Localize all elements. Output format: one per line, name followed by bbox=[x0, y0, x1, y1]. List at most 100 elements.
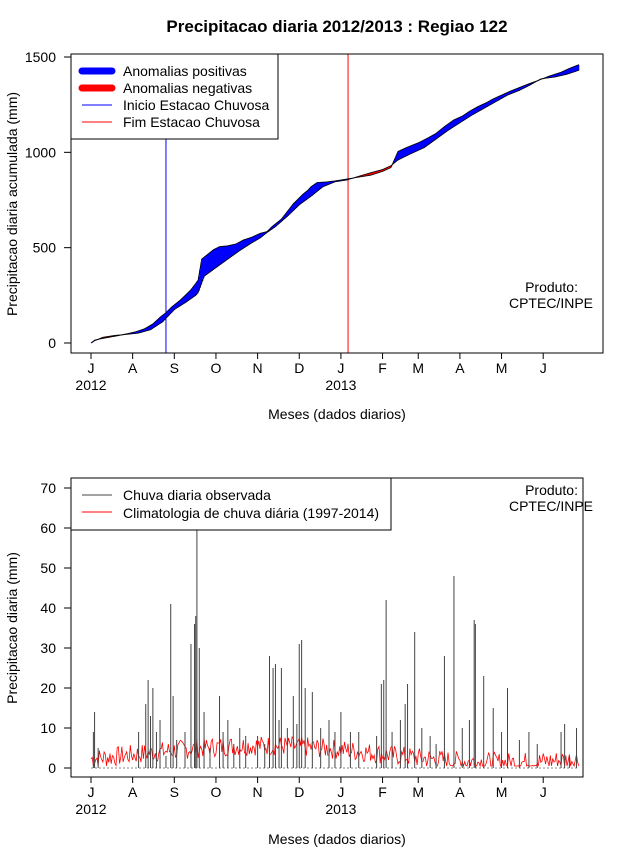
anomaly-segment bbox=[577, 64, 580, 71]
anomaly-segment bbox=[315, 182, 318, 192]
anomaly-segment bbox=[274, 224, 276, 228]
anomaly-segment bbox=[444, 126, 447, 133]
anomaly-segment bbox=[443, 127, 445, 134]
anomaly-segment bbox=[101, 337, 104, 339]
anomaly-segment bbox=[371, 172, 374, 175]
anomaly-segment bbox=[465, 113, 468, 119]
anomaly-segment bbox=[298, 198, 300, 206]
anomaly-segment bbox=[487, 101, 489, 107]
anomaly-segment bbox=[281, 218, 283, 221]
legend-entry-end: Fim Estacao Chuvosa bbox=[123, 114, 260, 130]
anomaly-segment bbox=[137, 330, 139, 334]
anomaly-segment bbox=[449, 122, 451, 130]
anomaly-segment bbox=[546, 76, 549, 79]
x-tick-label: D bbox=[294, 784, 304, 800]
anomaly-segment bbox=[474, 108, 476, 114]
anomaly-segment bbox=[140, 329, 143, 333]
anomaly-segment bbox=[559, 72, 562, 76]
anomaly-segment bbox=[469, 110, 472, 117]
y-tick-label: 50 bbox=[40, 560, 56, 576]
anomaly-segment bbox=[142, 329, 144, 332]
anomaly-segment bbox=[409, 145, 412, 154]
anomaly-segment bbox=[271, 226, 274, 229]
top-y-axis-label: Precipitacao diaria acumulada (mm) bbox=[4, 92, 20, 316]
anomaly-segment bbox=[131, 332, 134, 334]
anomaly-segment bbox=[248, 238, 250, 245]
anomaly-segment bbox=[451, 121, 454, 128]
anomaly-segment bbox=[158, 317, 161, 324]
legend-entry-negative: Anomalias negativas bbox=[123, 80, 252, 96]
anomaly-segment bbox=[514, 89, 517, 93]
anomaly-segment bbox=[256, 234, 258, 240]
anomaly-segment bbox=[494, 98, 496, 103]
anomaly-segment bbox=[330, 181, 332, 184]
anomaly-segment bbox=[152, 323, 155, 328]
anomaly-segment bbox=[475, 107, 477, 113]
anomaly-segment bbox=[513, 89, 516, 93]
anomaly-segment bbox=[269, 228, 272, 231]
anomaly-segment bbox=[227, 245, 230, 259]
anomaly-segment bbox=[177, 301, 180, 307]
anomaly-segment bbox=[384, 168, 387, 171]
anomaly-segment bbox=[255, 235, 257, 241]
observed-rain-bars bbox=[92, 528, 578, 768]
anomaly-segment bbox=[488, 101, 491, 106]
anomaly-segment bbox=[148, 326, 150, 331]
anomaly-segment bbox=[556, 73, 558, 77]
x-tick-label: A bbox=[128, 784, 138, 800]
anomaly-segment bbox=[508, 91, 511, 95]
anomaly-segment bbox=[373, 171, 375, 175]
anomaly-segment bbox=[188, 291, 191, 300]
y-tick-label: 10 bbox=[40, 720, 56, 736]
anomaly-segment bbox=[526, 84, 529, 87]
x-tick-label: S bbox=[170, 784, 179, 800]
anomaly-segment bbox=[481, 104, 483, 110]
anomaly-segment bbox=[313, 184, 316, 194]
anomaly-area bbox=[91, 64, 580, 344]
chart-title: Precipitacao diaria 2012/2013 : Regiao 1… bbox=[166, 17, 507, 36]
anomaly-segment bbox=[239, 241, 242, 251]
anomaly-segment bbox=[509, 91, 512, 94]
top-y-axis: 0 500 1000 1500 bbox=[25, 49, 71, 351]
anomaly-segment bbox=[293, 203, 295, 210]
anomaly-segment bbox=[163, 313, 166, 321]
anomaly-segment bbox=[572, 66, 575, 73]
anomaly-segment bbox=[442, 128, 444, 135]
observed-accumulation-line bbox=[90, 64, 580, 344]
anomaly-segment bbox=[198, 276, 200, 291]
anomaly-segment bbox=[290, 206, 293, 213]
anomaly-segment bbox=[110, 336, 112, 337]
anomaly-segment bbox=[458, 117, 461, 124]
anomaly-segment bbox=[461, 116, 463, 122]
x-tick-label: M bbox=[412, 784, 424, 800]
anomaly-segment bbox=[520, 86, 523, 90]
anomaly-segment bbox=[551, 75, 554, 78]
anomaly-segment bbox=[223, 246, 225, 263]
x-tick-label: A bbox=[455, 360, 465, 376]
anomaly-segment bbox=[162, 314, 164, 322]
anomaly-segment bbox=[470, 110, 473, 116]
product-label: Produto: bbox=[525, 482, 578, 498]
anomaly-segment bbox=[342, 179, 344, 181]
anomaly-segment bbox=[318, 182, 320, 190]
anomaly-segment bbox=[507, 92, 510, 95]
anomaly-segment bbox=[426, 138, 429, 146]
anomaly-segment bbox=[186, 293, 188, 302]
x-tick-label: A bbox=[455, 784, 465, 800]
anomaly-segment bbox=[156, 320, 159, 326]
anomaly-segment bbox=[237, 242, 239, 252]
anomaly-segment bbox=[363, 174, 366, 177]
year-label: 2013 bbox=[325, 801, 356, 817]
anomaly-segment bbox=[417, 143, 419, 151]
anomaly-segment bbox=[251, 236, 254, 243]
anomaly-segment bbox=[173, 305, 175, 311]
year-label: 2012 bbox=[75, 801, 106, 817]
anomaly-segment bbox=[550, 75, 552, 78]
anomaly-segment bbox=[113, 335, 116, 337]
anomaly-segment bbox=[344, 179, 347, 181]
anomaly-segment bbox=[218, 246, 220, 266]
anomaly-segment bbox=[364, 174, 367, 177]
anomaly-segment bbox=[408, 146, 411, 155]
anomaly-segment bbox=[376, 170, 379, 174]
